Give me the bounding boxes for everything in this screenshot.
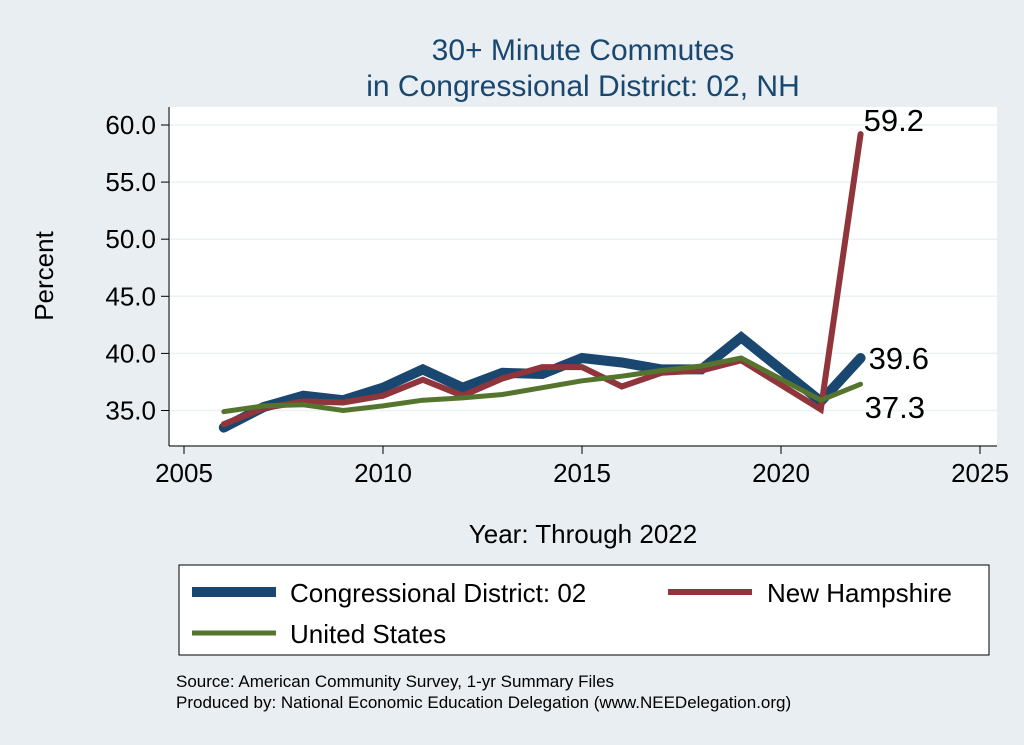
end-label-cd02: 39.6 [869,341,929,376]
label-layer: 39.6 59.2 37.3 [864,103,929,425]
y-tick-label: 40.0 [105,338,156,368]
legend-label-us: United States [290,619,446,649]
x-axis-label: Year: Through 2022 [469,519,697,549]
axis-layer: 35.0 40.0 45.0 50.0 55.0 60.0 2005 2010 2015 2020… [105,107,1009,488]
legend: Congressional District: 02 New Hampshire… [178,564,990,656]
y-tick-label: 60.0 [105,110,156,140]
y-axis-label: Percent [29,230,59,320]
x-tick-label: 2005 [155,458,213,488]
series-line-nh [220,131,864,428]
end-label-nh: 59.2 [864,103,924,138]
x-tick-label: 2025 [951,458,1009,488]
y-tick-label: 55.0 [105,167,156,197]
y-tick-label: 50.0 [105,224,156,254]
series-layer [218,131,866,433]
legend-label-nh: New Hampshire [767,578,952,608]
y-tick-label: 45.0 [105,281,156,311]
series-line-us [221,355,864,415]
legend-label-cd02: Congressional District: 02 [290,578,586,608]
end-label-us: 37.3 [865,390,925,425]
x-tick-label: 2020 [752,458,810,488]
chart-title-line-2: in Congressional District: 02, NH [366,70,800,103]
produced-by-note: Produced by: National Economic Education… [176,693,791,712]
x-tick-label: 2015 [553,458,611,488]
legend-box [178,564,990,656]
x-tick-label: 2010 [354,458,412,488]
chart-title-line-1: 30+ Minute Commutes [432,34,735,67]
y-tick-label: 35.0 [105,396,156,426]
source-note: Source: American Community Survey, 1-yr … [176,672,614,691]
